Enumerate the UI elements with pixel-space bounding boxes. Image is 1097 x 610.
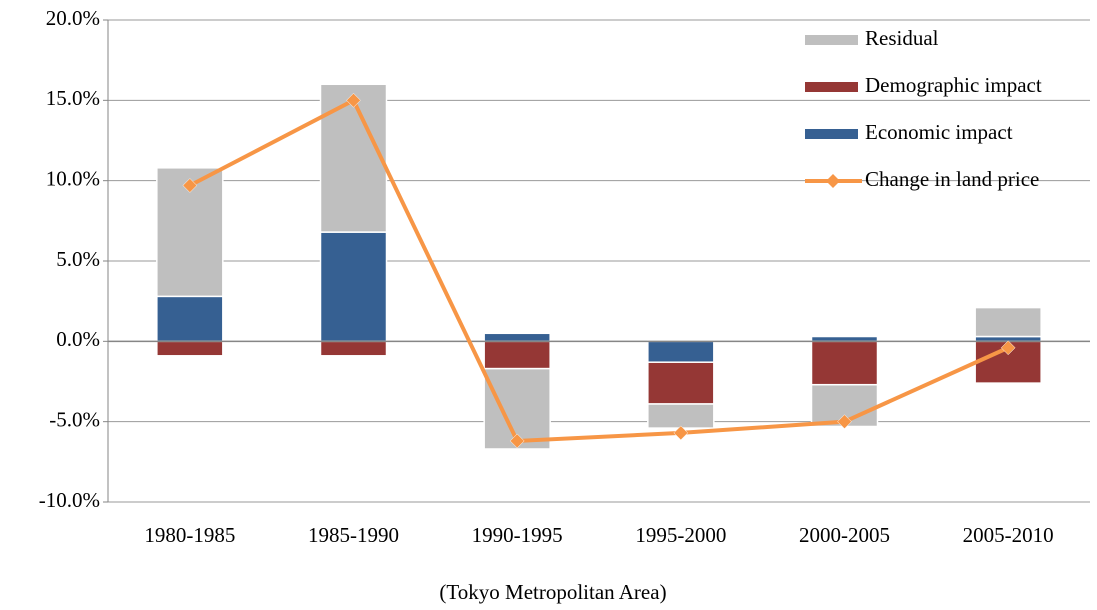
x-tick-label: 1995-2000 [635, 523, 726, 547]
bar [647, 340, 715, 363]
y-tick-label: -5.0% [49, 407, 100, 431]
x-tick-label: 2000-2005 [799, 523, 890, 547]
bar [319, 83, 388, 233]
bar [483, 332, 551, 343]
line-marker [837, 414, 852, 430]
bar [156, 340, 224, 357]
legend-label: Demographic impact [865, 73, 1042, 97]
x-tick-label: 1980-1985 [144, 523, 235, 547]
line [188, 97, 1009, 444]
bar [319, 231, 388, 343]
bar [647, 361, 715, 405]
y-tick-label: 10.0% [46, 166, 100, 190]
y-tick-label: 0.0% [56, 327, 100, 351]
line-marker [182, 178, 198, 193]
legend-swatch [805, 129, 858, 139]
legend-label: Residual [865, 26, 939, 50]
x-axis-label: (Tokyo Metropolitan Area) [439, 580, 666, 604]
bar [156, 295, 224, 343]
legend-marker [826, 174, 840, 188]
x-tick-label: 1990-1995 [472, 523, 563, 547]
bar [647, 403, 715, 429]
y-tick-label: -10.0% [39, 488, 100, 512]
line-marker [346, 92, 361, 108]
y-tick-label: 5.0% [56, 247, 100, 271]
legend-label: Change in land price [865, 167, 1039, 191]
x-tick-label: 1985-1990 [308, 523, 399, 547]
y-tick-label: 20.0% [46, 6, 100, 30]
bar [810, 340, 879, 386]
line-marker [1000, 340, 1016, 356]
bar [319, 340, 388, 357]
legend-swatch [805, 35, 858, 45]
line-marker [509, 433, 525, 449]
legend-swatch [805, 82, 858, 92]
y-tick-label: 15.0% [46, 86, 100, 110]
bar [974, 306, 1042, 338]
legend-label: Economic impact [865, 120, 1013, 144]
bar [483, 340, 551, 370]
x-tick-label: 2005-2010 [963, 523, 1054, 547]
line-marker [673, 425, 689, 441]
